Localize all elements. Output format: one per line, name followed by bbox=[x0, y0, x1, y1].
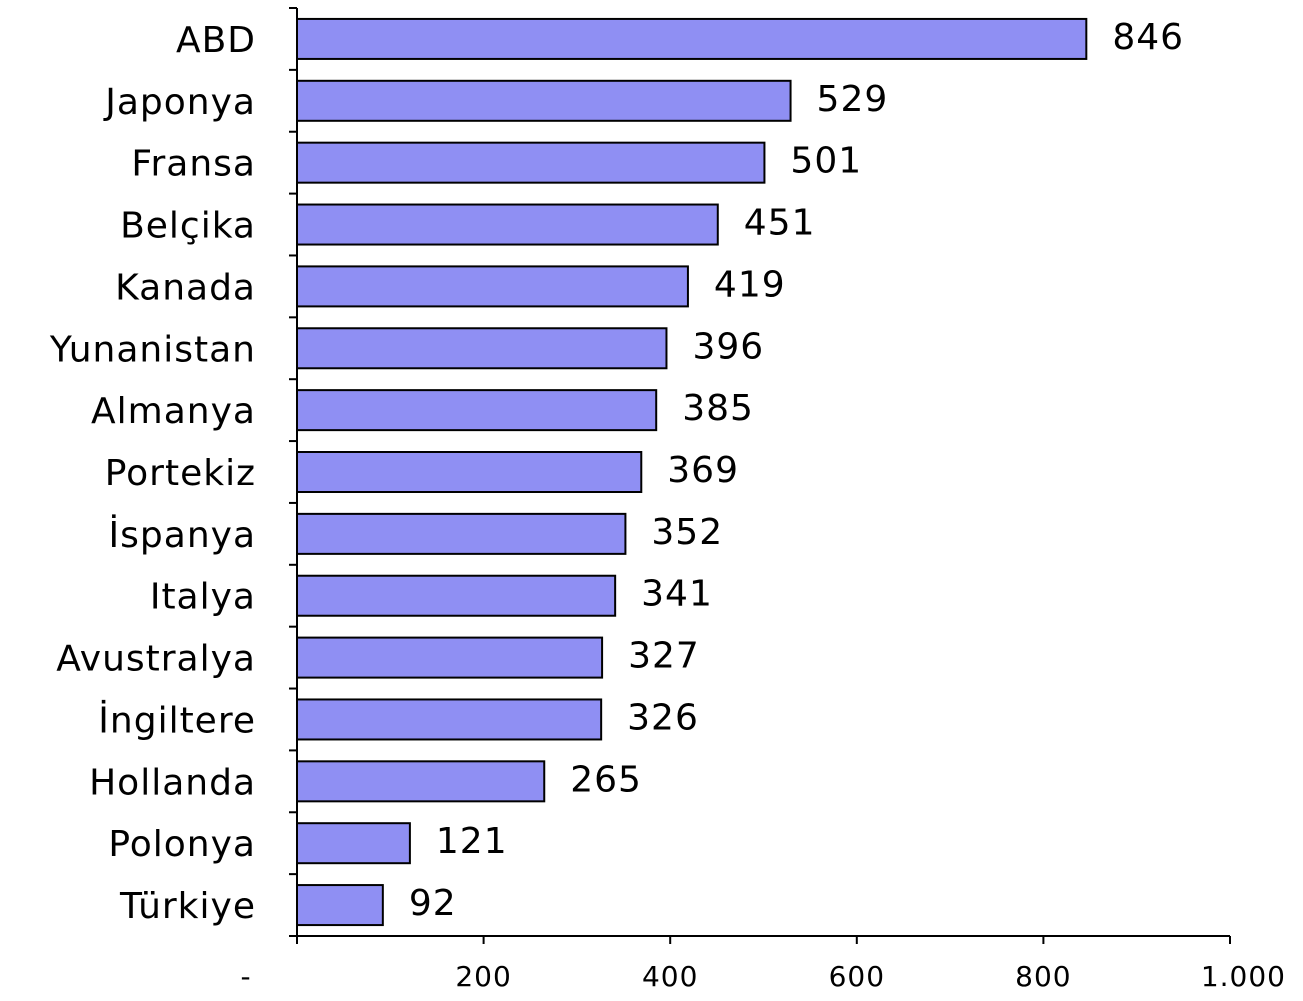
category-label: Hollanda bbox=[89, 762, 256, 803]
bar-3 bbox=[296, 203, 719, 246]
value-label: 352 bbox=[651, 512, 723, 553]
x-tick-label: 200 bbox=[455, 960, 511, 993]
x-tick-label: 1.000 bbox=[1201, 960, 1286, 993]
value-label: 529 bbox=[817, 79, 889, 120]
bar-10 bbox=[296, 636, 604, 679]
category-label: Japonya bbox=[103, 82, 256, 123]
bar-4 bbox=[296, 265, 689, 308]
x-tick-label: 800 bbox=[1015, 960, 1071, 993]
value-label: 396 bbox=[692, 326, 764, 367]
bar-12 bbox=[296, 760, 546, 803]
category-label: Türkiye bbox=[119, 886, 256, 927]
category-label: Avustralya bbox=[56, 639, 256, 680]
x-tick-label: - bbox=[240, 960, 251, 993]
category-label: Italya bbox=[150, 577, 256, 618]
bar-6 bbox=[296, 389, 658, 432]
value-label: 385 bbox=[682, 388, 754, 429]
value-label: 501 bbox=[790, 141, 862, 182]
bar-1 bbox=[296, 79, 792, 122]
value-label: 451 bbox=[744, 203, 816, 244]
category-label: ABD bbox=[176, 20, 256, 61]
bar-11 bbox=[296, 698, 603, 741]
category-label: İngiltere bbox=[98, 699, 256, 741]
value-label: 326 bbox=[627, 697, 699, 738]
value-label: 92 bbox=[409, 883, 457, 924]
bar-9 bbox=[296, 574, 617, 617]
bar-8 bbox=[296, 512, 627, 555]
value-label: 369 bbox=[667, 450, 739, 491]
category-label: Portekiz bbox=[105, 453, 256, 494]
category-label: Polonya bbox=[108, 824, 256, 865]
bar-14 bbox=[296, 884, 384, 927]
x-tick-label: 600 bbox=[829, 960, 885, 993]
category-label: İspanya bbox=[109, 514, 256, 556]
category-label: Fransa bbox=[131, 144, 256, 185]
category-label: Almanya bbox=[91, 391, 256, 432]
value-label: 341 bbox=[641, 574, 713, 615]
bar-0 bbox=[296, 17, 1088, 60]
value-label: 419 bbox=[714, 264, 786, 305]
bar-2 bbox=[296, 141, 766, 184]
value-label: 327 bbox=[628, 636, 700, 677]
bar-7 bbox=[296, 451, 643, 493]
value-label: 846 bbox=[1112, 17, 1184, 58]
category-label: Belçika bbox=[120, 206, 256, 247]
bar-5 bbox=[296, 327, 668, 370]
value-label: 265 bbox=[570, 759, 642, 800]
category-label: Kanada bbox=[115, 267, 256, 308]
bar-13 bbox=[296, 822, 411, 865]
value-label: 121 bbox=[436, 821, 508, 862]
x-tick-label: 400 bbox=[642, 960, 698, 993]
category-label: Yunanistan bbox=[49, 329, 256, 370]
